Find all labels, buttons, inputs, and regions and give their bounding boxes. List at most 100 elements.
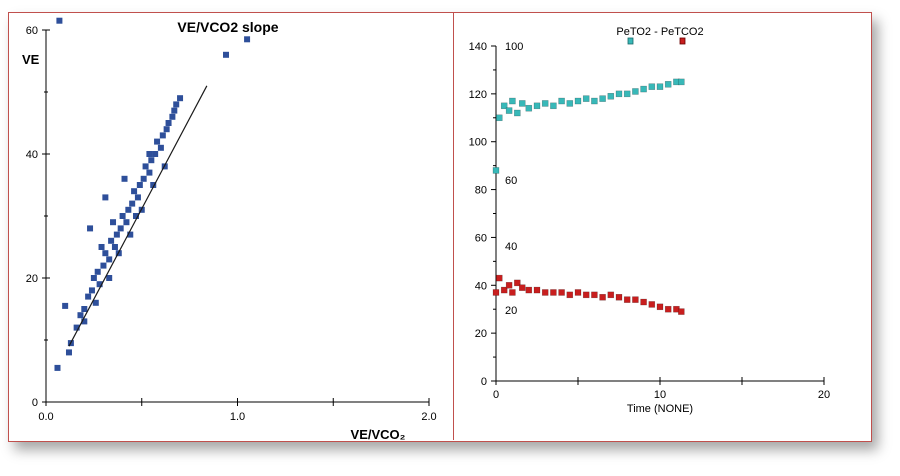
peto2-point [525,104,533,112]
scatter-point [62,302,69,309]
scatter-point [159,132,166,139]
chart-title: PeTO2 - PeTCO2 [616,26,703,38]
x-axis-label: VE/VCO₂ [351,427,406,440]
scatter-point [106,256,113,263]
peto2-point [505,107,513,114]
y-tick-label: 40 [475,280,487,292]
petco2-point [582,291,590,299]
petco2-point [518,284,526,291]
panel-divider [453,12,454,440]
petco2-point [656,303,664,311]
peto2-point [664,81,672,88]
petco2-point [525,286,533,294]
petco2-point [533,286,541,294]
petco2-point [632,296,639,303]
scatter-point [92,299,99,306]
scatter-point [81,318,88,325]
scatter-point [123,219,130,226]
x-tick-label: 10 [654,389,666,401]
petco2-point [550,289,557,296]
petco2-point [648,301,656,308]
scatter-point [125,206,132,213]
figure-frame [8,12,872,442]
scatter-point [106,275,113,281]
peto2-point [607,93,615,100]
scatter-point [148,157,155,164]
secondary-y-tick-label: 100 [505,41,523,53]
y-tick-label: 60 [26,25,38,37]
peto2-point [566,100,574,107]
secondary-y-tick-label: 20 [505,305,517,317]
legend-swatch-petco2 [679,37,686,45]
petco2-point [541,289,549,296]
y-tick-label: 120 [469,89,487,101]
scatter-point [177,95,184,102]
scatter-point [85,293,92,300]
scatter-point [142,163,149,170]
y-axis-label: VE [22,52,40,67]
peto2-point [500,102,508,110]
petco2-point [509,289,516,296]
x-tick-label: 0.0 [38,411,53,423]
petco2-point [574,289,582,296]
petco2-point [500,286,508,294]
scatter-point [88,287,95,294]
peto2-point [558,97,565,105]
scatter-point [171,107,178,114]
petco2-point [496,274,503,282]
scatter-point [102,250,109,257]
scatter-point [173,101,180,108]
petco2-point [607,291,615,299]
scatter-point [165,120,172,126]
chart-title: VE/VCO2 slope [177,19,278,35]
x-tick-label: 0 [493,389,499,401]
y-tick-label: 80 [475,185,487,197]
scatter-point [111,244,118,250]
scatter-point [133,213,140,219]
scatter-point [90,275,97,281]
scatter-point [223,51,230,58]
secondary-y-tick-label: 60 [505,175,517,187]
peto2-point [640,85,647,93]
peto2-point [574,97,582,105]
ve-vco2-slope-chart: VE/VCO2 slope VE VE/VCO₂ 0 20 40 60 0.0 1.0 2.… [22,17,437,440]
x-tick-label: 2.0 [421,411,436,423]
scatter-point [81,306,88,312]
right-plot-area: 0 20 40 60 80 100 120 140 20 40 60 100 0 10 20 [469,41,830,401]
peto2-point [496,114,503,122]
peto2-point [509,97,516,105]
petco2-point [664,305,672,313]
scatter-point [154,138,161,145]
scatter-point [117,225,124,232]
peto2-point [599,95,606,102]
petco2-point [591,291,598,299]
scatter-point [131,188,138,195]
scatter-point [56,17,63,24]
scatter-point [140,175,147,182]
scatter-point [157,144,164,151]
scatter-point [146,169,153,176]
peto2-point [591,97,598,105]
scatter-point [113,231,120,238]
scatter-point [54,364,61,371]
y-tick-label: 0 [481,376,487,388]
petco2-point [615,294,623,301]
petco2-point [640,298,647,306]
petco2-point [505,282,513,289]
peto2-point [518,100,526,107]
scatter-point [73,324,80,331]
scatter-point [65,349,72,356]
peto2-point [492,167,500,174]
scatter-point [163,126,170,133]
petco2-point [599,294,606,301]
scatter-point [119,213,126,219]
peto2-point [678,78,685,86]
petco2-point [678,308,685,315]
scatter-point [77,312,84,319]
scatter-point [127,231,134,238]
y-tick-label: 40 [26,149,38,161]
peto2-point [615,90,623,98]
peto2-point [648,83,656,90]
peto2-point [550,102,557,110]
y-tick-label: 100 [469,137,487,149]
